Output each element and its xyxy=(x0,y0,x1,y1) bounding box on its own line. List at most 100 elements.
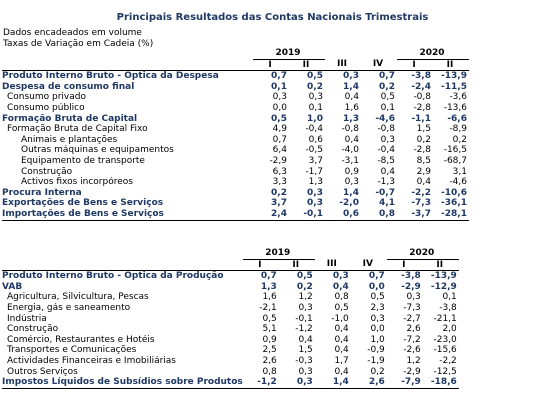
cell-value: 0,2 xyxy=(296,281,313,292)
cell-value: 3,7 xyxy=(271,198,287,209)
cell-value: -2,9 xyxy=(401,281,421,292)
cell-value: 0,3 xyxy=(370,313,385,324)
table-row: Despesa de consumo final 0,1 0,2 1,4 0,2 -2,4… xyxy=(2,82,469,93)
cell-value: 0,2 xyxy=(271,187,287,198)
cell-value: 6,4 xyxy=(272,145,287,156)
cell-value: 0,7 xyxy=(379,71,395,82)
cell-value: -2,2 xyxy=(439,355,457,366)
cell-value: 1,0 xyxy=(307,113,323,124)
row-label: Comércio, Restaurantes e Hotéis xyxy=(7,334,155,345)
quarter-header: IV xyxy=(361,59,397,72)
cell-value: 0,4 xyxy=(332,281,349,292)
row-label: Energia, gás e saneamento xyxy=(7,302,131,313)
cell-value: 0,5 xyxy=(307,71,323,82)
row-label: Formação Bruta de Capital xyxy=(2,113,138,124)
cell-value: 2,4 xyxy=(253,208,289,221)
cell-value: 0,2 xyxy=(307,81,323,92)
table-row: Actividades Financeiras e Imobiliárias 2,… xyxy=(2,356,459,367)
cell-value: -21,1 xyxy=(433,313,457,324)
quarter-header-row: I II III IV I II xyxy=(2,259,459,272)
cell-value: -15,6 xyxy=(433,345,457,356)
cell-value: 0,6 xyxy=(325,208,361,221)
cell-value: 0,5 xyxy=(380,92,395,103)
cell-value: 0,3 xyxy=(272,92,287,103)
cell-value: 0,4 xyxy=(380,166,395,177)
subtitle-volume: Dados encadeados em volume xyxy=(3,28,142,38)
row-label: Construção xyxy=(21,166,73,177)
quarter-header: I xyxy=(242,259,279,272)
cell-value: 4,9 xyxy=(272,124,287,135)
row-label: Despesa de consumo final xyxy=(2,81,135,92)
cell-value: -7,3 xyxy=(403,302,421,313)
cell-value: -3,7 xyxy=(397,208,433,221)
quarter-header: I xyxy=(397,59,433,72)
cell-value: 0,0 xyxy=(368,281,385,292)
cell-value: 1,3 xyxy=(308,177,323,188)
table-row: Indústria 0,5 -0,1 -1,0 0,3 -2,7 -21,1 xyxy=(2,314,459,325)
cell-value: -8,9 xyxy=(449,124,467,135)
row-label: Indústria xyxy=(7,313,47,324)
cell-value: -10,6 xyxy=(441,187,467,198)
table-row: Agricultura, Silvicultura, Pescas 1,6 1,2 0… xyxy=(2,292,459,303)
table-row: Comércio, Restaurantes e Hotéis 0,9 0,4 0,4… xyxy=(2,335,459,346)
cell-value: -4,6 xyxy=(449,177,467,188)
cell-value: 0,3 xyxy=(343,71,359,82)
cell-value: -13,9 xyxy=(430,271,457,282)
cell-value: 2,3 xyxy=(370,302,385,313)
cell-value: 0,1 xyxy=(380,102,395,113)
table-row: Impostos Líquidos de Subsídios sobre Pro… xyxy=(2,377,459,389)
cell-value: 0,3 xyxy=(380,134,395,145)
cell-value: -3,8 xyxy=(411,71,431,82)
cell-value: 0,1 xyxy=(271,81,287,92)
production-table: 2019 2020 I II III IV I II Produto Interno Bruto… xyxy=(2,248,459,389)
cell-value: -7,9 xyxy=(386,377,423,389)
cell-value: 0,8 xyxy=(262,366,277,377)
cell-value: -2,8 xyxy=(413,145,431,156)
row-label: Produto Interno Bruto - Óptica da Despes… xyxy=(2,71,219,82)
row-label: Importações de Bens e Serviços xyxy=(2,208,253,221)
cell-value: -2,9 xyxy=(403,366,421,377)
cell-value: 0,5 xyxy=(262,313,277,324)
cell-value: 0,5 xyxy=(296,271,313,282)
cell-value: 0,3 xyxy=(308,92,323,103)
cell-value: -4,0 xyxy=(341,145,359,156)
cell-value: -1,0 xyxy=(331,313,349,324)
table-row: VAB 1,3 0,2 0,4 0,0 -2,9 -12,9 xyxy=(2,282,459,293)
quarter-header: I xyxy=(253,59,289,72)
cell-value: -11,5 xyxy=(441,81,467,92)
cell-value: -1,7 xyxy=(305,166,323,177)
cell-value: -18,6 xyxy=(422,377,459,389)
row-label: Consumo público xyxy=(7,102,85,113)
cell-value: 0,2 xyxy=(452,134,467,145)
table-row: Energia, gás e saneamento -2,1 0,3 0,5 2,3 -7… xyxy=(2,303,459,314)
cell-value: -16,5 xyxy=(443,145,467,156)
table-row: Produto Interno Bruto - Óptica da Produç… xyxy=(2,271,459,282)
cell-value: 1,2 xyxy=(298,292,313,303)
row-label: VAB xyxy=(2,281,23,292)
table-row: Formação Bruta de Capital Fixo 4,9 -0,4 -0,… xyxy=(2,124,469,135)
cell-value: 0,3 xyxy=(332,271,349,282)
quarter-header: III xyxy=(314,259,351,272)
row-label: Outros Serviços xyxy=(7,366,78,377)
cell-value: 2,6 xyxy=(406,324,421,335)
cell-value: 0,3 xyxy=(307,198,323,209)
cell-value: -2,4 xyxy=(411,81,431,92)
row-label: Procura Interna xyxy=(2,187,82,198)
cell-value: -0,4 xyxy=(305,124,323,135)
table-row: Formação Bruta de Capital 0,5 1,0 1,3 -4,6 -1… xyxy=(2,114,469,125)
year-2019-header: 2019 xyxy=(242,248,315,260)
cell-value: 1,5 xyxy=(416,124,431,135)
cell-value: -1,9 xyxy=(367,355,385,366)
cell-value: 2,6 xyxy=(350,377,387,389)
table-row: Activos fixos incorpóreos 3,3 1,3 0,3 -1,3 0,… xyxy=(2,177,469,188)
cell-value: 2,6 xyxy=(262,355,277,366)
cell-value: -12,9 xyxy=(430,281,457,292)
cell-value: 0,4 xyxy=(344,134,359,145)
cell-value: 1,3 xyxy=(343,113,359,124)
cell-value: -1,1 xyxy=(411,113,431,124)
cell-value: -7,2 xyxy=(403,334,421,345)
cell-value: -2,2 xyxy=(411,187,431,198)
quarter-header: II xyxy=(278,259,315,272)
cell-value: 0,5 xyxy=(370,292,385,303)
expenditure-table: 2019 2020 I II III IV I II Produto Interno Bruto… xyxy=(2,48,469,221)
